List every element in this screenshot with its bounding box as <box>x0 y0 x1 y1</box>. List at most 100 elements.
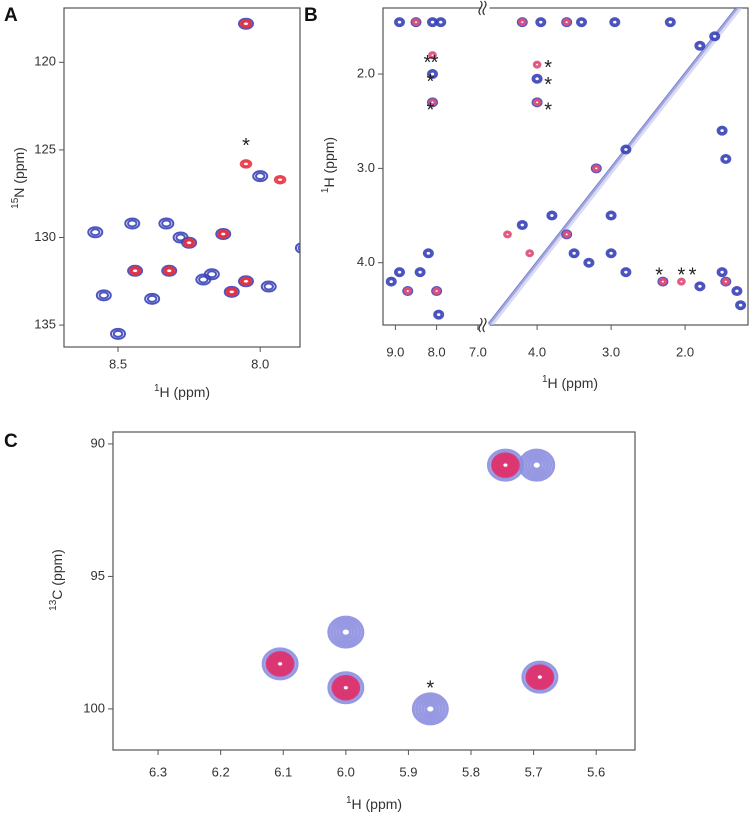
peak-contour <box>531 73 543 84</box>
panel-label: C <box>4 431 18 452</box>
annotation: * <box>655 264 663 286</box>
peak-contour <box>87 226 104 239</box>
peak-contour <box>265 651 295 677</box>
peak <box>546 210 558 221</box>
peak <box>658 277 668 286</box>
x-label-sup: 1 <box>154 383 160 394</box>
peak <box>162 266 176 276</box>
peak-contour <box>422 248 434 259</box>
peak-contour <box>161 264 178 277</box>
peak-contour <box>563 19 570 25</box>
peak <box>302 303 316 313</box>
peak-contour <box>112 329 124 338</box>
plot-area <box>261 448 559 726</box>
peak <box>562 18 572 27</box>
peak-contour <box>414 267 426 278</box>
y-tick-label: 2.0 <box>357 65 375 80</box>
plot-area <box>385 8 747 325</box>
peak <box>694 40 706 51</box>
peak-contour <box>416 268 424 276</box>
peak-contour <box>516 219 528 230</box>
peak <box>532 98 542 107</box>
peak <box>605 248 617 259</box>
axis-break-gap <box>481 317 490 333</box>
x-tick-label: 3.0 <box>602 344 620 359</box>
peak <box>331 674 361 701</box>
peak-contour <box>546 210 558 221</box>
peak-contour <box>219 230 228 238</box>
peak <box>95 289 112 302</box>
peak <box>87 226 104 239</box>
peak <box>503 230 512 239</box>
peak-contour <box>330 618 362 646</box>
peak <box>411 692 449 726</box>
peak-contour <box>433 288 440 294</box>
peak-contour <box>394 17 405 28</box>
peak-contour <box>429 99 436 106</box>
peak-contour <box>583 257 595 268</box>
peak <box>516 219 528 230</box>
peak-contour <box>532 60 542 69</box>
peak-contour <box>498 458 513 472</box>
peak <box>239 276 253 287</box>
peak-contour <box>428 98 437 107</box>
peak <box>735 300 747 311</box>
y-tick-label: 120 <box>34 54 56 69</box>
peak-contour <box>622 268 630 276</box>
peak-contour <box>428 51 437 60</box>
peak-contour <box>435 17 447 28</box>
peak-contour <box>562 18 572 27</box>
peak-contour <box>414 695 446 723</box>
peak-contour <box>607 249 615 257</box>
y-tick-label: 4.0 <box>357 254 375 269</box>
peak-contour <box>260 280 277 293</box>
peak-contour <box>718 268 726 276</box>
peak-contour <box>537 18 545 26</box>
peak <box>620 144 632 155</box>
y-label-sup: 13 <box>48 599 59 611</box>
peak-contour <box>620 144 632 155</box>
annotation: * <box>689 264 697 286</box>
peak <box>609 17 621 28</box>
peak-contour <box>327 671 365 705</box>
peak <box>435 17 447 28</box>
peak <box>432 287 441 296</box>
annotation: * <box>431 52 439 74</box>
peak-contour <box>526 250 533 257</box>
peak <box>591 164 601 173</box>
peak-contour <box>585 259 593 267</box>
peak-contour <box>495 456 516 474</box>
peak-contour <box>534 672 545 682</box>
x-tick-label: 5.8 <box>462 764 480 779</box>
plot-area <box>87 17 316 340</box>
y-label-text: N (ppm) <box>11 147 27 198</box>
peak-contour <box>158 217 175 230</box>
peak-contour <box>411 18 421 27</box>
x-tick-label: 6.2 <box>212 764 230 779</box>
peak-contour <box>195 273 212 286</box>
peak-contour <box>736 301 745 309</box>
x-axis-label: 1H (ppm) <box>542 374 598 391</box>
peak-contour <box>491 452 520 478</box>
peak-contour <box>434 311 443 319</box>
peak-contour <box>261 647 299 681</box>
peak-contour <box>568 248 580 259</box>
peak <box>428 98 437 107</box>
peak-contour <box>696 282 704 290</box>
axis-break <box>482 317 487 333</box>
peak <box>716 267 728 278</box>
peak-contour <box>273 174 287 185</box>
y-axis-label: 1H (ppm) <box>320 137 337 193</box>
peak-contour <box>412 19 420 25</box>
peak-contour <box>532 98 542 107</box>
peak <box>433 309 445 320</box>
peak-contour <box>677 277 686 286</box>
peak-contour <box>428 70 437 78</box>
peak-contour <box>533 75 541 83</box>
peak-contour <box>254 172 266 181</box>
peak-contour <box>198 275 209 284</box>
x-axis-label: 1H (ppm) <box>346 795 402 812</box>
x-label-sup: 1 <box>542 374 548 385</box>
peak-contour <box>521 660 559 694</box>
